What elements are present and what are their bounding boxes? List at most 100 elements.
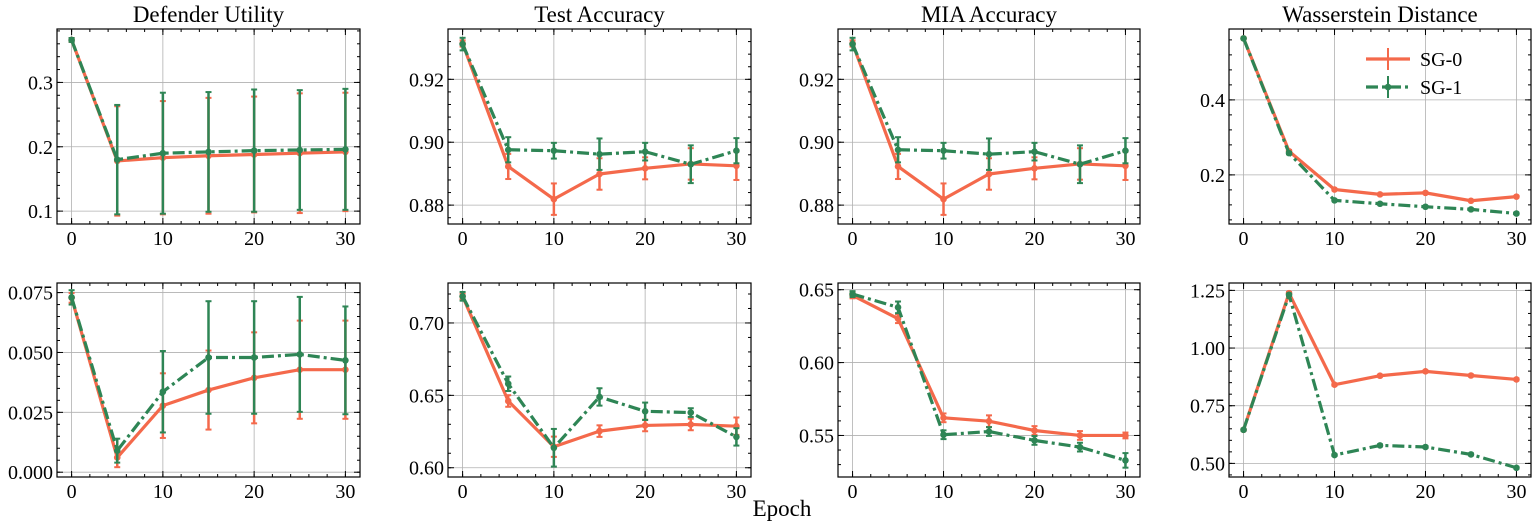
y-tick-label: 0.4 — [1200, 90, 1225, 112]
x-tick-label: 20 — [1024, 481, 1044, 503]
data-point — [550, 444, 558, 452]
x-tick-label: 20 — [1415, 228, 1435, 250]
y-tick-label: 0.075 — [8, 283, 53, 305]
data-point — [205, 148, 212, 156]
x-tick-label: 10 — [934, 481, 954, 503]
data-point — [296, 351, 304, 358]
y-tick-label: 0.88 — [799, 195, 834, 217]
data-point — [113, 156, 121, 163]
x-tick-label: 30 — [335, 481, 355, 503]
data-point — [596, 393, 603, 401]
data-point — [1031, 148, 1038, 155]
subplot-1: Defender Utility 0 10 20 30 0.1 0.2 0.3 — [28, 2, 361, 250]
series-sg-0 — [849, 39, 1129, 216]
data-point — [1513, 210, 1520, 217]
y-tick-label: 0.65 — [409, 385, 444, 407]
x-tick-label: 10 — [544, 481, 564, 503]
axes-frame — [837, 282, 1141, 478]
data-point — [687, 409, 695, 416]
x-tick-label: 20 — [1024, 228, 1044, 250]
subplot-8: 0 10 20 30 0.50 0.75 1.00 1.25 — [1190, 280, 1532, 503]
data-point — [504, 163, 512, 170]
y-tick-label: 0.3 — [28, 72, 53, 94]
y-tick-label: 0.88 — [409, 195, 444, 217]
x-tick-label: 10 — [153, 228, 173, 250]
data-point — [342, 146, 349, 153]
data-point — [1031, 427, 1038, 434]
data-point — [940, 195, 947, 203]
data-point — [1122, 457, 1129, 464]
x-tick-label: 30 — [726, 481, 746, 503]
y-tick-label: 0.90 — [799, 132, 834, 154]
x-tick-label: 0 — [67, 481, 77, 503]
x-tick-label: 0 — [848, 228, 858, 250]
legend-label: SG-1 — [1420, 77, 1462, 99]
data-point — [68, 36, 75, 44]
y-tick-label: 0.1 — [28, 201, 53, 223]
data-point — [733, 433, 740, 441]
x-axis-label: Epoch — [753, 496, 812, 521]
subplot-title: Test Accuracy — [534, 2, 665, 27]
subplot-2: Test Accuracy 0 10 20 30 0.88 0.90 0.92 — [409, 2, 752, 250]
data-point — [1076, 432, 1084, 439]
x-tick-label: 0 — [67, 228, 77, 250]
data-point — [550, 195, 558, 203]
subplot-title: Defender Utility — [133, 2, 285, 27]
data-point — [504, 397, 512, 405]
data-point — [1331, 381, 1338, 389]
series-sg-0 — [849, 291, 1129, 441]
data-point — [1513, 464, 1520, 472]
data-point — [1422, 443, 1429, 451]
y-tick-label: 0.92 — [409, 69, 444, 91]
x-tick-label: 20 — [635, 481, 655, 503]
series-sg-1 — [1240, 35, 1520, 217]
data-point — [1031, 165, 1038, 172]
data-point — [985, 150, 993, 158]
data-point — [1422, 203, 1429, 211]
axes-frame — [56, 282, 361, 478]
data-point — [1285, 291, 1293, 299]
data-point — [296, 146, 304, 154]
series-sg-0 — [459, 39, 740, 216]
x-tick-label: 20 — [244, 228, 264, 250]
legend-label: SG-0 — [1420, 49, 1462, 71]
data-point — [894, 315, 902, 323]
data-point — [687, 160, 695, 168]
x-tick-label: 0 — [1239, 481, 1249, 503]
data-point — [1331, 451, 1338, 459]
data-point — [1467, 372, 1475, 379]
x-tick-label: 20 — [1415, 481, 1435, 503]
x-tick-label: 10 — [934, 228, 954, 250]
series-sg-1 — [849, 36, 1129, 185]
data-point — [159, 388, 167, 396]
data-point — [849, 290, 856, 298]
axes-frame — [447, 282, 752, 478]
data-point — [1331, 186, 1338, 193]
x-tick-label: 0 — [1239, 228, 1249, 250]
data-point — [940, 147, 947, 155]
data-point — [1422, 368, 1429, 375]
x-tick-label: 20 — [244, 481, 264, 503]
data-point — [641, 422, 649, 429]
data-point — [68, 294, 75, 301]
data-point — [894, 304, 902, 311]
x-tick-label: 0 — [848, 481, 858, 503]
y-tick-label: 1.00 — [1190, 338, 1225, 360]
data-point — [1122, 432, 1129, 439]
y-tick-label: 0.2 — [28, 137, 53, 159]
data-point — [641, 165, 649, 172]
data-point — [205, 354, 212, 361]
axes-frame — [837, 28, 1141, 225]
x-tick-label: 20 — [635, 228, 655, 250]
x-tick-label: 10 — [1325, 228, 1345, 250]
x-tick-label: 10 — [544, 228, 564, 250]
y-tick-label: 0.55 — [799, 425, 834, 447]
series-sg-1 — [459, 36, 740, 185]
data-point — [1076, 160, 1084, 168]
y-tick-label: 0.000 — [8, 462, 53, 484]
data-point — [1513, 193, 1520, 200]
x-tick-label: 10 — [153, 481, 173, 503]
axes-frame — [1228, 28, 1532, 225]
data-point — [342, 357, 349, 364]
